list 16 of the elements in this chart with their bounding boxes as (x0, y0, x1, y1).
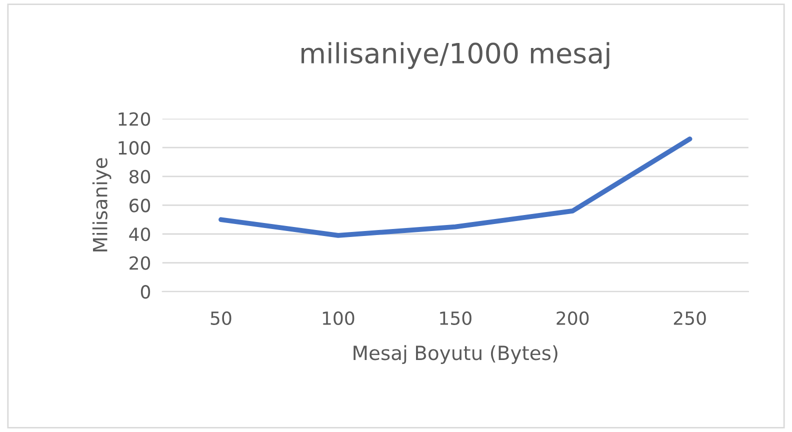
x-tick-label: 150 (440, 311, 472, 326)
y-tick-label: 100 (118, 141, 150, 155)
y-axis-title: Milisaniye (92, 158, 112, 252)
chart-title: milisaniye/1000 mesaj (302, 42, 610, 70)
y-tick-label: 40 (129, 227, 150, 242)
y-tick-label: 120 (118, 112, 150, 126)
y-tick-label: 80 (130, 170, 150, 184)
x-axis-title: Mesaj Boyutu (Bytes) (354, 345, 558, 364)
y-tick-label: 60 (130, 198, 150, 212)
x-tick-label: 200 (556, 311, 589, 326)
x-tick-label: 100 (322, 311, 354, 326)
line-series (218, 136, 692, 238)
y-tick-label: 20 (130, 256, 150, 270)
x-tick-label: 250 (674, 311, 706, 326)
x-tick-label: 50 (210, 311, 232, 326)
y-tick-label: 0 (140, 285, 150, 299)
